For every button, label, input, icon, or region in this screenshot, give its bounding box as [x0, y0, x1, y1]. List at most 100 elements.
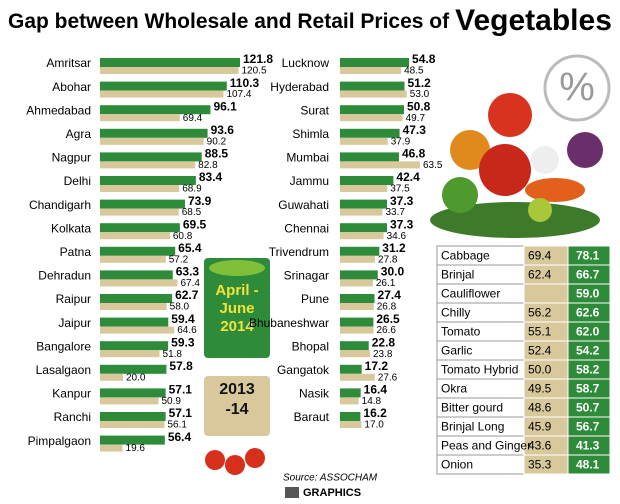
category-label: Hyderabad [270, 80, 329, 94]
value-label: 110.3 [230, 76, 260, 90]
bar [100, 326, 175, 334]
value-label: 57.8 [169, 359, 193, 373]
value-label: 20.0 [126, 372, 146, 383]
bar [100, 81, 227, 91]
bar [340, 137, 388, 145]
value-label: 53.0 [410, 89, 430, 100]
value-label: 59.4 [171, 312, 195, 326]
category-label: Nasik [299, 387, 330, 401]
value-label: 46.8 [402, 147, 426, 161]
category-label: Bhopal [292, 339, 329, 353]
bar [100, 161, 196, 169]
bar [340, 161, 420, 169]
value-label: 19.6 [126, 443, 146, 454]
bar [340, 185, 388, 192]
title-text: Gap between Wholesale and Retail Prices … [8, 10, 450, 33]
table-cell [567, 454, 611, 475]
value-label: 51.2 [408, 76, 432, 90]
value-label: 47.3 [403, 123, 427, 137]
value-label: 16.4 [364, 383, 388, 397]
table-value: 54.2 [576, 344, 600, 358]
vegetable-illustration: % [430, 54, 611, 238]
value-label: 69.5 [183, 217, 207, 231]
table-value: 35.3 [528, 458, 552, 472]
table-value: 52.4 [528, 344, 552, 358]
bar [340, 152, 399, 162]
value-label: 120.5 [242, 66, 267, 77]
table-value: 78.1 [576, 249, 600, 263]
bar [100, 388, 166, 398]
price-table: Cabbage 69.4 78.1 Brinjal 62.4 66.7 Cauliflowe… [436, 245, 611, 475]
category-label: Delhi [64, 174, 91, 188]
category-label: Surat [300, 103, 329, 117]
value-label: 26.6 [377, 325, 397, 336]
table-value: 56.2 [528, 306, 552, 320]
bar [100, 90, 224, 98]
table-value: 48.1 [576, 458, 600, 472]
table-value: 69.4 [528, 249, 552, 263]
bar [340, 317, 374, 327]
table-row-label: Onion [441, 458, 473, 472]
table-value: 59.0 [576, 287, 600, 301]
bar [340, 223, 387, 233]
legend-swatch [204, 258, 270, 358]
category-label: Lasalgaon [36, 363, 91, 377]
bar [100, 317, 169, 327]
value-label: 93.6 [211, 123, 235, 137]
tomato-icon [205, 450, 225, 470]
legend: April -June 2014 2013 -14 [204, 258, 270, 475]
category-label: Amritsar [46, 56, 91, 70]
bar [100, 294, 173, 303]
table-row-label: Cauliflower [441, 287, 500, 301]
table-value: 50.0 [528, 363, 552, 377]
bar [100, 397, 159, 405]
bar [340, 373, 375, 381]
table-row-label: Brinjal Long [441, 420, 504, 434]
bar [340, 303, 374, 310]
bar [100, 128, 208, 138]
bar [340, 114, 403, 122]
category-label: Agra [66, 127, 92, 141]
value-label: 59.3 [171, 335, 195, 349]
category-label: Ahmedabad [26, 103, 91, 117]
bar [340, 81, 405, 91]
category-label: Chennai [284, 221, 329, 235]
value-label: 57.2 [169, 254, 189, 265]
value-label: 23.8 [373, 349, 393, 360]
bar [100, 341, 169, 351]
table-value: 48.6 [528, 401, 552, 415]
credit: GRAPHICS [303, 487, 361, 499]
bar [340, 397, 359, 405]
category-label: Patna [60, 245, 92, 259]
table-value: 56.7 [576, 420, 600, 434]
table-value: 49.5 [528, 382, 552, 396]
table-row-label: Cabbage [441, 249, 490, 263]
table-row-label: Tomato [441, 325, 481, 339]
value-label: 68.9 [182, 184, 202, 195]
bar [100, 435, 165, 445]
value-label: 69.4 [183, 113, 203, 124]
value-label: 16.2 [363, 406, 387, 420]
pea-pod [209, 260, 265, 276]
title-emphasis: Vegetables [455, 4, 612, 37]
legend-label-box: 2013 -14 [219, 381, 255, 418]
table-value: 45.9 [528, 420, 552, 434]
bar [100, 58, 240, 67]
category-label: Raipur [56, 292, 91, 306]
bar [340, 128, 400, 138]
value-label: 51.8 [163, 349, 183, 360]
category-label: Bangalore [36, 339, 91, 353]
value-label: 96.1 [213, 99, 237, 113]
bar [340, 255, 376, 263]
bar [100, 176, 196, 185]
category-label: Jammu [290, 174, 329, 188]
category-label: Gangatok [277, 363, 330, 377]
bar [100, 364, 167, 374]
bar [100, 350, 160, 358]
table-value: 50.7 [576, 401, 600, 415]
value-label: 27.8 [378, 254, 398, 265]
value-label: 64.6 [177, 325, 197, 336]
value-label: 73.9 [188, 194, 212, 208]
bar [100, 208, 179, 216]
